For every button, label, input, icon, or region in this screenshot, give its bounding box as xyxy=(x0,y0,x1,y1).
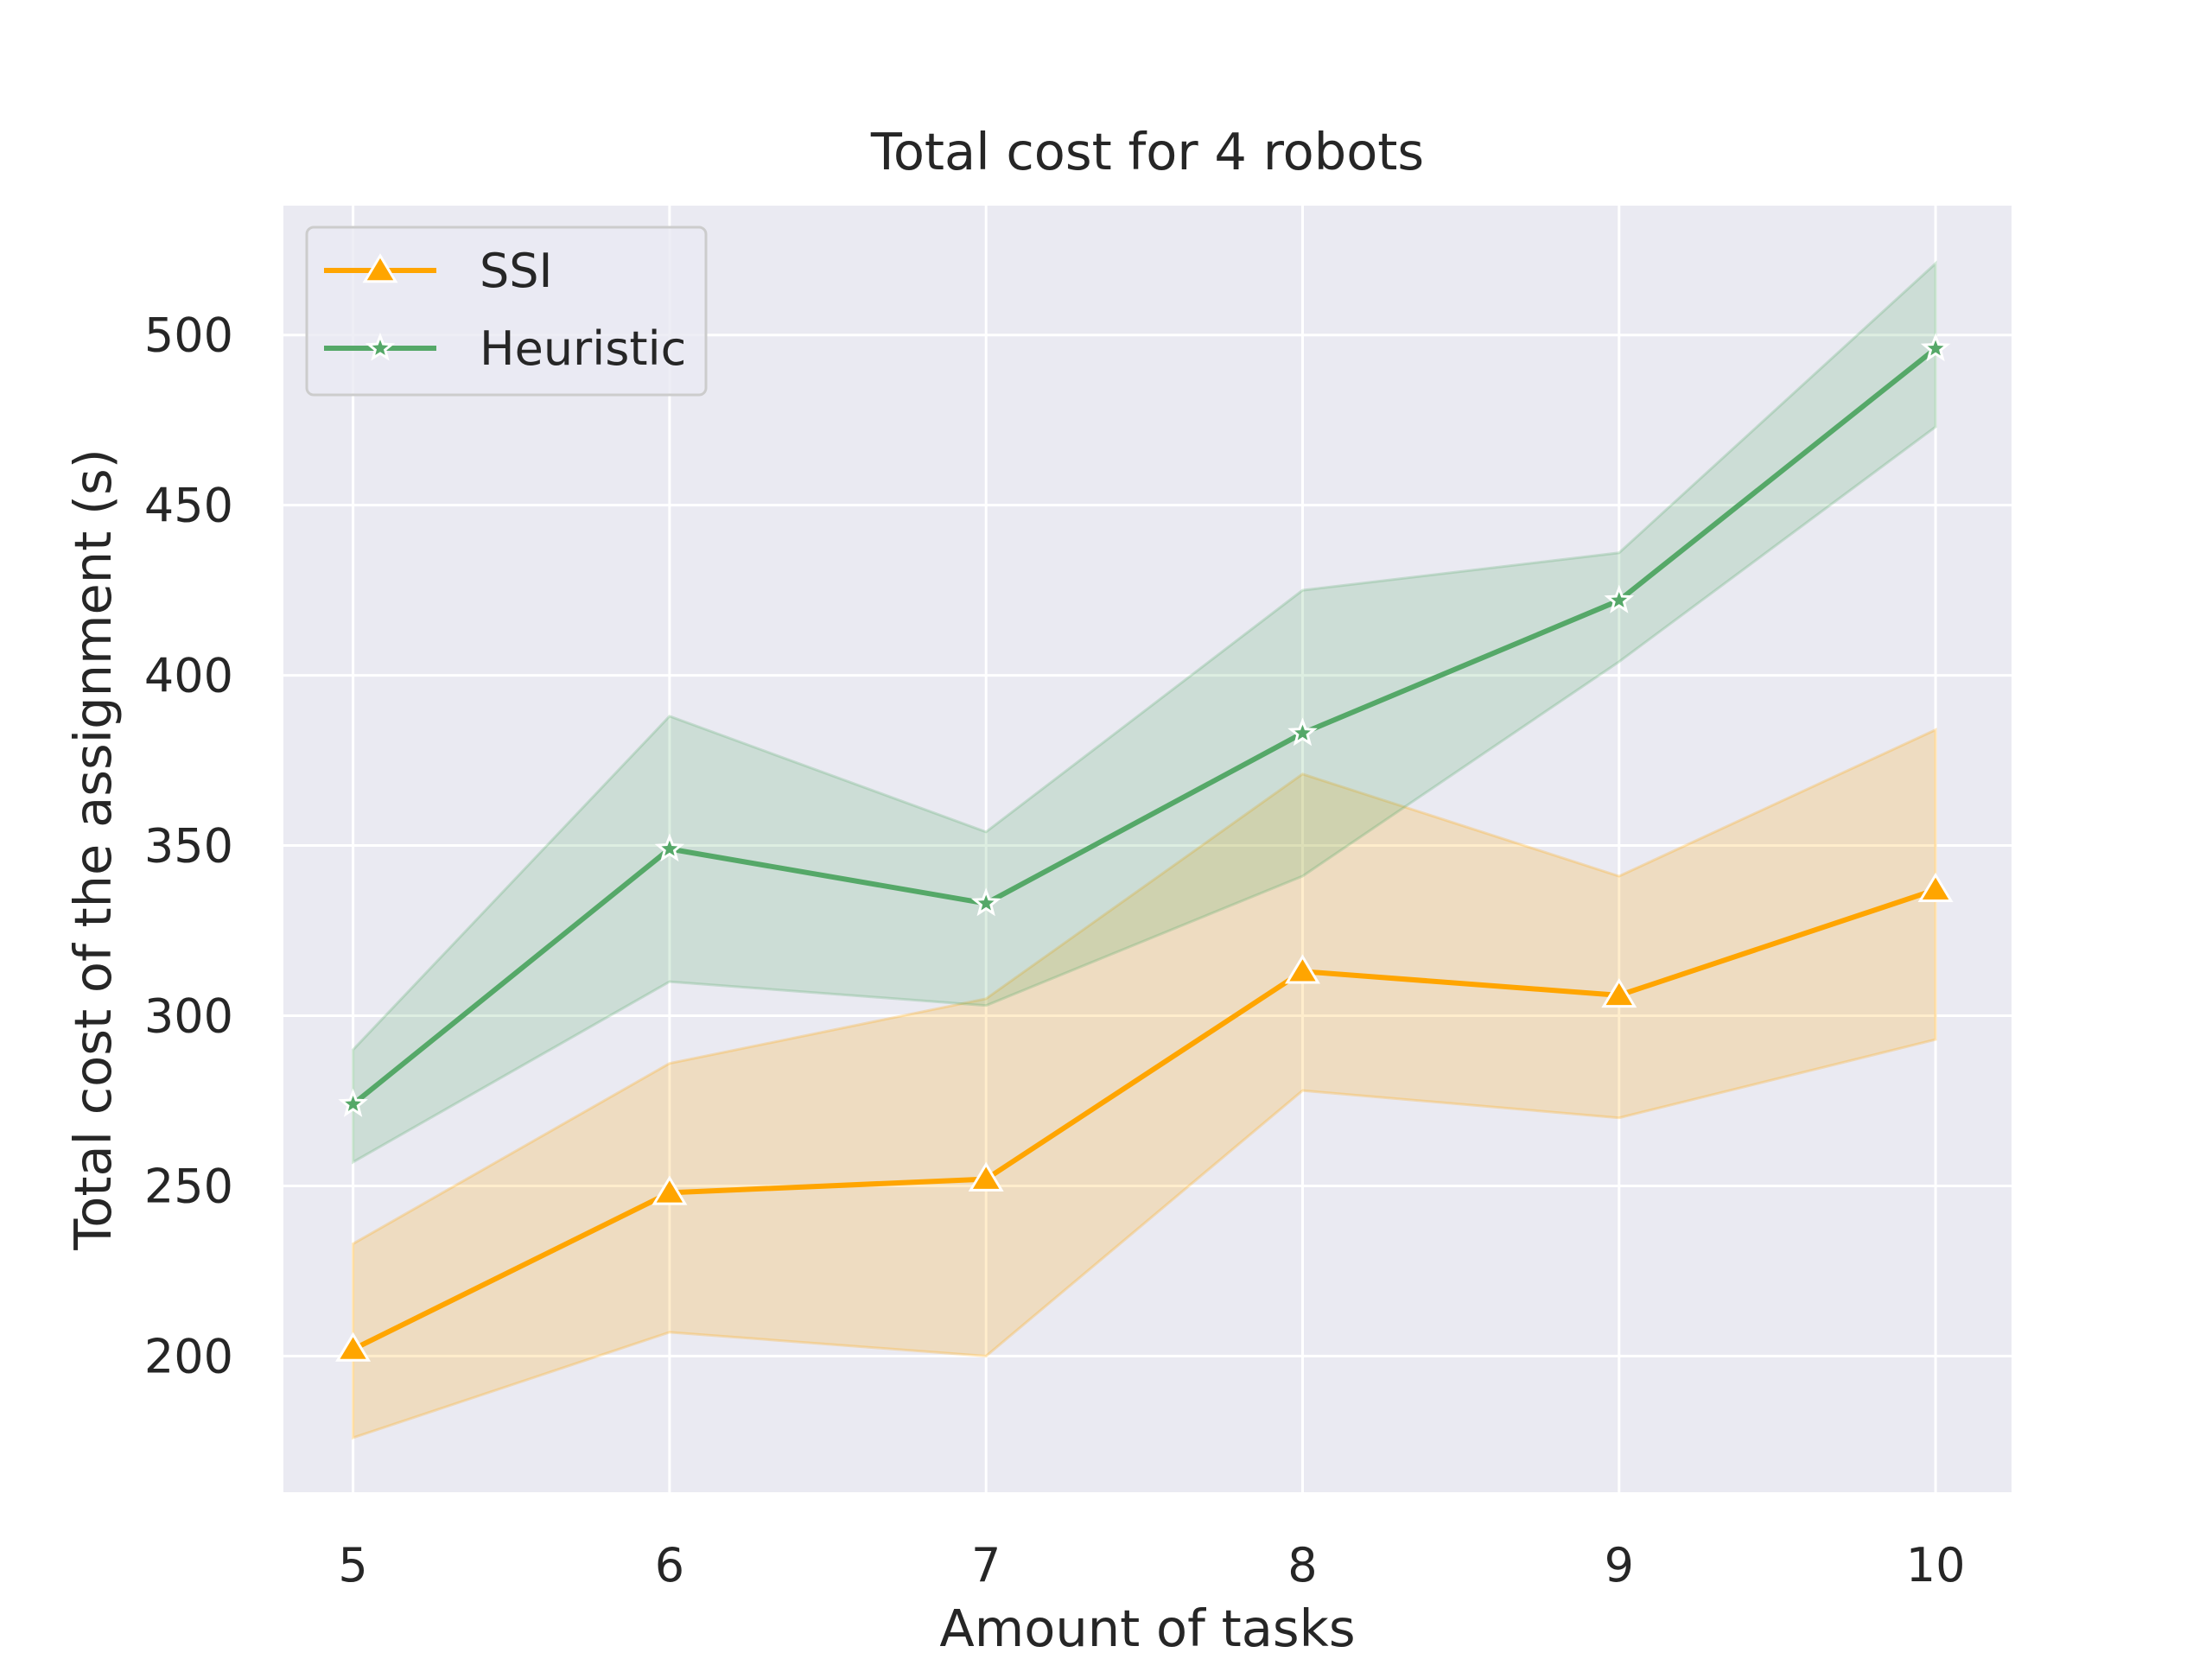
x-tick-label: 9 xyxy=(1605,1538,1634,1592)
series-lines xyxy=(351,346,1937,1352)
x-tick-label: 5 xyxy=(338,1538,367,1592)
confidence-bands xyxy=(352,260,1937,1440)
y-axis-ticks: 200 250 300 350 400 450 500 xyxy=(144,308,233,1384)
y-tick-label: 300 xyxy=(144,989,233,1044)
x-axis-label: Amount of tasks xyxy=(939,1599,1355,1658)
x-axis-ticks: 5 6 7 8 9 10 xyxy=(338,1538,1965,1592)
legend-marker xyxy=(362,253,398,283)
x-tick-label: 8 xyxy=(1287,1538,1317,1592)
x-tick-label: 7 xyxy=(971,1538,1001,1592)
data-point xyxy=(338,1088,368,1117)
legend-marker xyxy=(365,332,396,361)
data-point xyxy=(1920,333,1951,362)
data-point xyxy=(1284,954,1320,984)
plot-area xyxy=(283,206,2012,1492)
confidence-band xyxy=(352,260,1937,1165)
x-tick-label: 6 xyxy=(655,1538,684,1592)
legend-label: SSI xyxy=(480,244,552,298)
series-markers xyxy=(335,333,1954,1362)
confidence-band xyxy=(352,728,1937,1440)
y-tick-label: 200 xyxy=(144,1329,233,1383)
y-tick-label: 450 xyxy=(144,479,233,533)
data-point xyxy=(1601,977,1637,1008)
legend: SSI Heuristic xyxy=(305,226,708,397)
y-tick-label: 500 xyxy=(144,308,233,363)
y-tick-label: 400 xyxy=(144,649,233,703)
y-axis-label: Total cost of the assignment (s) xyxy=(63,448,123,1251)
data-point xyxy=(1917,872,1954,903)
chart-title: Total cost for 4 robots xyxy=(870,122,1424,181)
y-tick-label: 250 xyxy=(144,1159,233,1213)
data-point xyxy=(654,833,685,862)
data-point xyxy=(1287,717,1318,747)
series-line xyxy=(352,887,1937,1352)
y-tick-label: 350 xyxy=(144,819,233,874)
data-point xyxy=(968,1161,1004,1192)
data-point xyxy=(1604,584,1635,613)
data-point xyxy=(652,1175,688,1205)
series-line xyxy=(351,346,1937,1107)
legend-label: Heuristic xyxy=(480,321,686,376)
data-point xyxy=(335,1332,372,1362)
data-point xyxy=(970,887,1001,917)
x-tick-label: 10 xyxy=(1906,1538,1966,1592)
